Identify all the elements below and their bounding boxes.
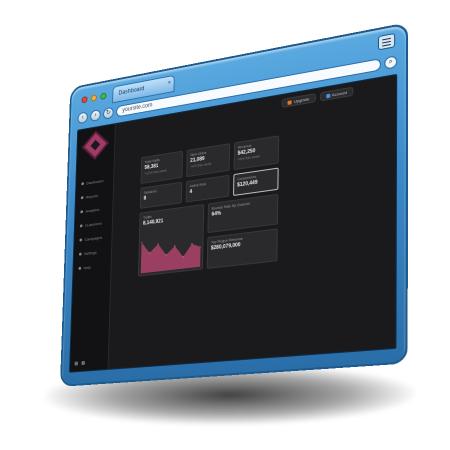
top-bar: Upgrade Account (281, 86, 354, 108)
bullet-icon (79, 237, 83, 242)
bullet-icon (80, 209, 84, 213)
bullet-icon (78, 266, 82, 270)
stat-card-active[interactable]: Active Now 4 (185, 174, 230, 203)
url-text: yoursite.com (122, 102, 153, 114)
dashboard-cards: Total Visits 58,381 +12% this week New U… (137, 135, 283, 277)
stat-card-bounce[interactable]: Bounce Rate By Channel 64% (207, 193, 279, 234)
window-maximize-icon[interactable] (100, 92, 107, 101)
page-viewport: Dashboard Reports Analytics Customers Ca… (69, 73, 398, 373)
traffic-area-chart (140, 234, 201, 274)
chart-card-traffic[interactable]: Traffic 8,140,921 (137, 203, 205, 277)
sidebar-item-analytics[interactable]: Analytics (79, 202, 111, 218)
stat-card-conversions[interactable]: Conversions $120,449 (233, 167, 279, 197)
upgrade-icon (287, 99, 292, 105)
bullet-icon (81, 181, 84, 185)
tab-label: Dashboard (118, 86, 145, 97)
forward-button[interactable]: › (90, 109, 101, 123)
tab-close-icon[interactable]: × (167, 80, 172, 87)
area-point-4 (174, 245, 176, 247)
stat-card-visits[interactable]: Total Visits 58,381 +12% this week (140, 150, 184, 184)
stat-card-revenue[interactable]: Revenue $42,250 +8% this week (233, 135, 280, 171)
logo-icon (82, 130, 109, 160)
logout-icon[interactable] (81, 360, 85, 366)
window-close-icon[interactable] (81, 95, 88, 104)
sidebar-item-reports[interactable]: Reports (79, 187, 111, 203)
sidebar-item-customers[interactable]: Customers (78, 216, 110, 232)
account-icon (325, 93, 330, 98)
back-button[interactable]: ‹ (77, 111, 88, 125)
reload-button[interactable]: ↻ (103, 106, 114, 120)
window-minimize-icon[interactable] (90, 94, 97, 102)
account-button[interactable]: Account (319, 86, 354, 102)
bullet-icon (80, 195, 84, 199)
sidebar-footer (74, 360, 85, 366)
upgrade-button[interactable]: Upgrade (281, 93, 316, 108)
sidebar-item-help[interactable]: Help (77, 259, 110, 274)
stat-card-sessions[interactable]: Sessions 8 (139, 181, 183, 209)
window-controls (81, 92, 107, 104)
area-series (140, 234, 201, 274)
area-point-0 (141, 241, 143, 243)
bullet-icon (79, 223, 83, 227)
browser-window: Dashboard × ‹ › ↻ yoursite.com ⌕ Dashboa… (59, 22, 409, 387)
sidebar-nav: Dashboard Reports Analytics Customers Ca… (77, 173, 112, 277)
sidebar: Dashboard Reports Analytics Customers Ca… (69, 123, 116, 372)
sidebar-item-settings[interactable]: Settings (77, 244, 109, 259)
collapse-icon[interactable] (74, 361, 79, 366)
stat-card-region[interactable]: Top Region Revenue $280,079,000 (206, 228, 278, 269)
area-point-2 (157, 243, 159, 245)
search-icon[interactable]: ⌕ (384, 55, 398, 70)
menu-icon[interactable] (377, 32, 396, 51)
bullet-icon (78, 252, 82, 256)
sidebar-item-campaigns[interactable]: Campaigns (78, 230, 110, 245)
stat-card-users[interactable]: New Users 21,089 +4% this week (186, 143, 231, 178)
